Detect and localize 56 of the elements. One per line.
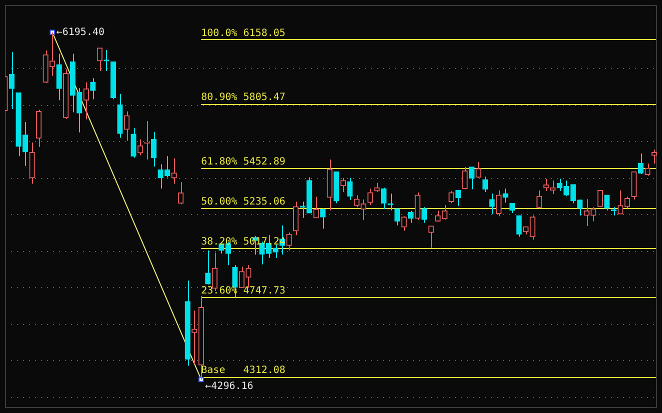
candlestick <box>462 166 468 190</box>
candlestick <box>124 110 130 142</box>
ref-line-label: 61.80% 5452.89 <box>201 156 286 168</box>
ref-line-label: 50.00% 5235.06 <box>201 196 286 208</box>
candlestick <box>468 166 475 190</box>
candlestick <box>83 82 89 120</box>
candlestick <box>205 250 211 285</box>
candlestick <box>401 216 407 232</box>
candlestick <box>482 176 488 192</box>
candlestick <box>320 208 326 230</box>
candlestick <box>543 178 549 192</box>
candlestick <box>56 53 62 101</box>
candlestick <box>90 78 96 100</box>
candlestick <box>597 190 604 208</box>
candlestick <box>577 198 583 216</box>
candlestick <box>496 190 502 217</box>
candlestick <box>286 232 292 251</box>
annotation: ←4296.16 <box>205 381 254 392</box>
candlestick <box>8 52 15 110</box>
candlestick <box>313 196 319 218</box>
candlestick <box>502 188 508 204</box>
candlestick <box>374 182 380 192</box>
ref-line-label: 100.0% 6158.05 <box>201 28 286 39</box>
candlestick <box>367 188 374 206</box>
candlestick <box>96 47 103 72</box>
candlestick <box>380 187 387 210</box>
candlestick <box>448 190 454 204</box>
candlestick <box>536 190 542 209</box>
candlestick <box>590 206 596 222</box>
candlestick <box>178 182 184 205</box>
candlestick <box>150 131 157 168</box>
candlestick <box>347 177 353 201</box>
candlestick <box>556 178 562 192</box>
candlestick <box>104 49 110 72</box>
candlestick <box>394 208 400 226</box>
candlestick <box>476 161 482 178</box>
candlestick <box>604 194 610 211</box>
candlestick <box>340 177 346 192</box>
candlestick <box>644 163 650 176</box>
candlestick <box>293 201 299 236</box>
candlestick <box>638 153 644 175</box>
candlestick <box>516 215 522 238</box>
candlestick <box>489 193 495 215</box>
ref-line-label: Base 4312.08 <box>201 365 286 376</box>
candlestick <box>171 158 177 184</box>
ref-line-label: 80.90% 5805.47 <box>201 92 286 104</box>
annotation: ←6195.40 <box>56 26 105 38</box>
candlestick <box>76 87 82 133</box>
candlestick <box>137 138 144 156</box>
candlestick <box>50 32 56 76</box>
candlestick <box>414 192 420 221</box>
candlestick <box>130 127 136 158</box>
candlestick <box>631 171 637 200</box>
candlestick <box>422 206 428 224</box>
candlestick <box>428 225 434 248</box>
candlestick <box>455 190 461 206</box>
